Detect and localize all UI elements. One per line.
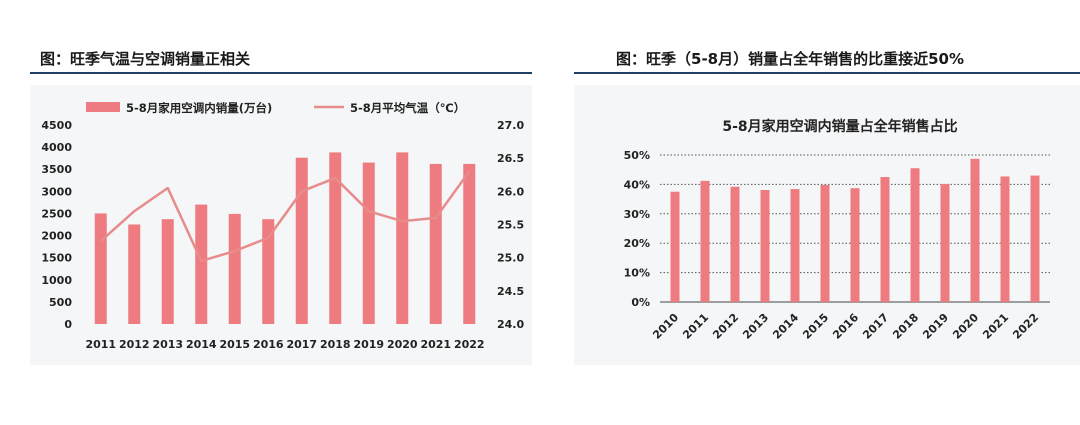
right-y-tick-label: 25.5 [497,219,524,232]
x-tick-label: 2011 [680,311,711,342]
bar-legend-swatch [86,102,120,112]
left-y-tick-label: 3000 [41,185,72,198]
x-tick-label: 2014 [770,311,801,342]
left-y-tick-label: 3500 [41,163,72,176]
x-tick-label: 2014 [186,338,217,351]
left-y-tick-label: 1000 [41,274,72,287]
x-tick-label: 2017 [860,311,891,342]
y-tick-label: 40% [624,178,650,191]
y-tick-label: 10% [624,267,650,280]
left-y-tick-label: 4500 [41,119,72,132]
share-bar [850,188,860,302]
sales-bar [463,163,476,324]
share-bar [1030,175,1040,302]
x-tick-label: 2010 [650,311,681,342]
x-tick-label: 2017 [286,338,317,351]
share-bar [790,189,800,302]
right-heading-rule [574,72,1080,74]
x-tick-label: 2016 [253,338,284,351]
y-tick-label: 0% [631,296,650,309]
share-bar [970,158,980,302]
share-bar [880,177,890,302]
x-tick-label: 2018 [320,338,351,351]
left-y-tick-label: 500 [49,296,72,309]
x-tick-label: 2015 [800,311,831,342]
share-bar [940,184,950,302]
x-tick-label: 2022 [454,338,485,351]
x-tick-label: 2021 [420,338,451,351]
x-tick-label: 2012 [710,311,741,342]
line-legend-label: 5-8月平均气温（℃） [350,101,465,115]
left-heading-rule [30,72,532,74]
sales-bar [94,213,107,324]
x-tick-label: 2019 [353,338,384,351]
x-tick-label: 2020 [950,311,981,342]
left-y-tick-label: 1500 [41,252,72,265]
x-tick-label: 2019 [920,311,951,342]
x-tick-label: 2013 [152,338,183,351]
sales-bar [295,157,308,324]
left-y-tick-label: 2500 [41,207,72,220]
share-bar [700,180,710,302]
x-tick-label: 2012 [119,338,150,351]
sales-bar [429,163,442,324]
right-y-tick-label: 26.5 [497,152,524,165]
y-tick-label: 50% [624,149,650,162]
share-bar [760,189,770,302]
right-y-tick-label: 24.0 [497,318,524,331]
x-tick-label: 2021 [980,311,1011,342]
x-tick-label: 2016 [830,311,861,342]
bar-legend-label: 5-8月家用空调内销量(万台) [126,101,272,115]
y-tick-label: 20% [624,237,650,250]
sales-bar [228,213,241,324]
right-y-tick-label: 26.0 [497,185,524,198]
right-chart-title: 5-8月家用空调内销量占全年销售占比 [722,118,957,135]
share-bar [730,186,740,302]
right-chart-heading: 图：旺季（5-8月）销量占全年销售的比重接近50% [616,50,965,68]
share-bar [670,191,680,302]
sales-bar [161,219,174,324]
right-y-tick-label: 25.0 [497,252,524,265]
x-tick-label: 2020 [387,338,418,351]
x-tick-label: 2022 [1010,311,1041,342]
sales-bar [195,204,208,324]
sales-bar [396,152,409,324]
left-y-tick-label: 0 [64,318,72,331]
temperature-line [99,170,471,263]
left-chart-heading: 图：旺季气温与空调销量正相关 [40,50,251,68]
sales-bar [262,219,275,324]
sales-bar [362,162,375,324]
y-tick-label: 30% [624,208,650,221]
right-y-tick-label: 24.5 [497,285,524,298]
left-y-tick-label: 2000 [41,230,72,243]
share-bar [1000,176,1010,302]
x-tick-label: 2015 [219,338,250,351]
share-bar [820,184,830,302]
sales-bar [128,224,141,324]
right-y-tick-label: 27.0 [497,119,524,132]
left-y-tick-label: 4000 [41,141,72,154]
x-tick-label: 2018 [890,311,921,342]
share-bar [910,168,920,302]
x-tick-label: 2011 [85,338,116,351]
left-chart-area [30,85,532,365]
sales-bar [329,152,342,324]
x-tick-label: 2013 [740,311,771,342]
